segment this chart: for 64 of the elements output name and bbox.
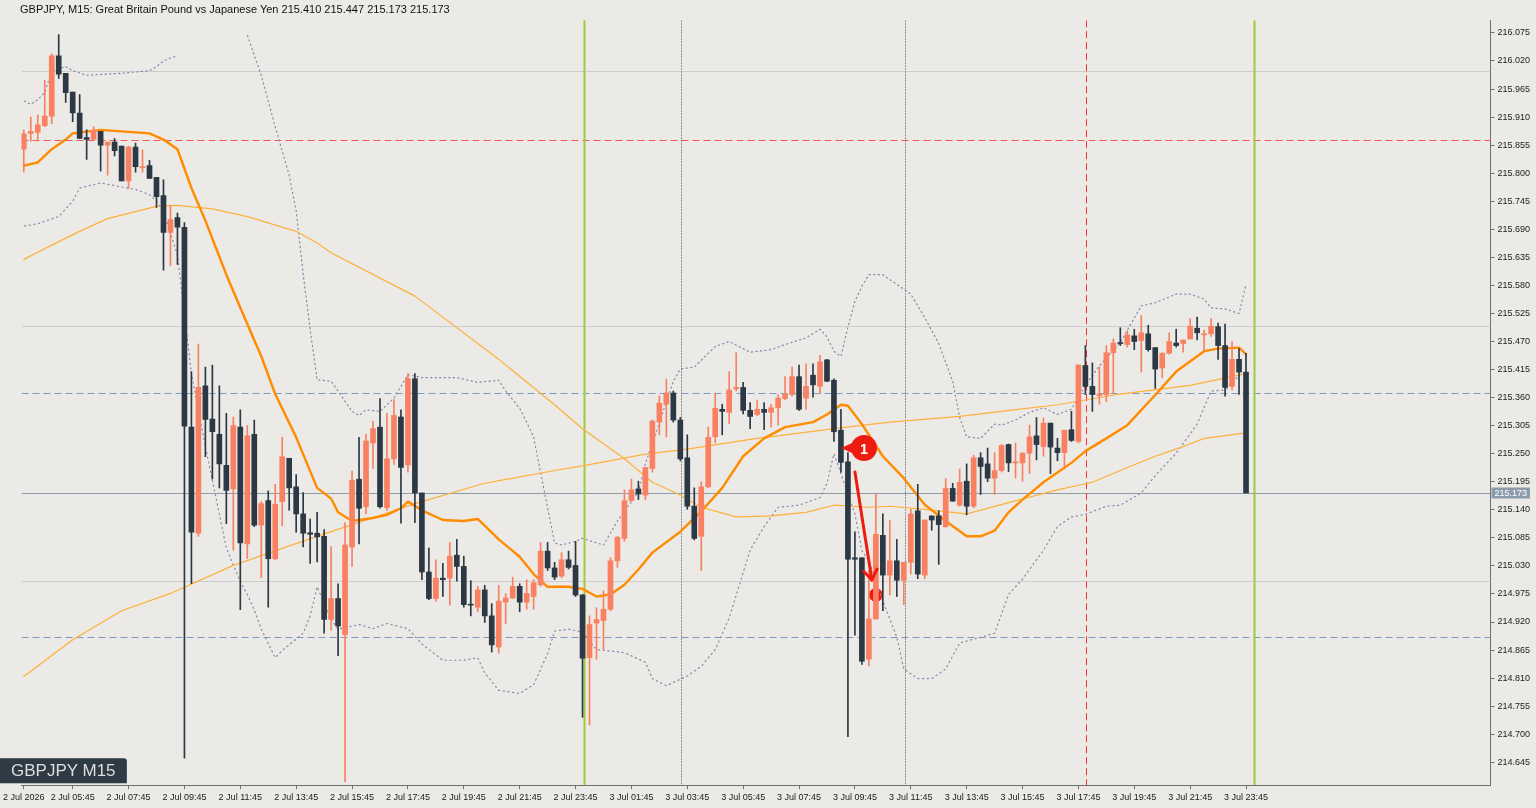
x-tick-label: 3 Jul 17:45 <box>1056 792 1101 803</box>
candlestick <box>1138 315 1145 373</box>
y-tick-label: 215.745 <box>1497 195 1531 206</box>
x-tick-label: 2 Jul 23:45 <box>553 792 598 803</box>
annotation: 1 <box>850 435 877 462</box>
ref-line-label: 215.173 <box>1494 487 1528 498</box>
y-tick-label: 215.085 <box>1497 532 1531 543</box>
x-tick-label: 2 Jul 13:45 <box>274 792 319 803</box>
y-tick-label: 215.580 <box>1497 279 1531 290</box>
y-tick-label: 215.800 <box>1497 167 1531 178</box>
candlestick <box>887 520 893 596</box>
line-series <box>23 182 1240 694</box>
x-tick-label: 2 Jul 19:45 <box>441 792 486 803</box>
x-tick-label: 2 Jul 05:45 <box>50 792 95 803</box>
candlestick <box>733 352 740 392</box>
candlestick <box>1117 327 1124 346</box>
y-tick-label: 216.075 <box>1497 27 1531 38</box>
y-tick-label: 215.525 <box>1497 307 1531 318</box>
x-tick-label: 3 Jul 13:45 <box>944 792 989 803</box>
x-tick-label: 3 Jul 19:45 <box>1112 792 1157 803</box>
x-tick-label: 2 Jul 11:45 <box>218 792 262 803</box>
candlestick <box>719 403 726 436</box>
y-tick-label: 215.470 <box>1497 335 1531 346</box>
y-tick-label: 215.195 <box>1497 476 1531 487</box>
annotation: GBPJPY M15 <box>11 761 116 781</box>
y-tick-label: 215.360 <box>1497 392 1531 403</box>
y-tick-label: 215.415 <box>1497 364 1531 375</box>
x-tick-label: 3 Jul 09:45 <box>832 792 877 803</box>
x-tick-label: 3 Jul 01:45 <box>609 792 654 803</box>
y-tick-label: 214.810 <box>1497 672 1531 683</box>
x-tick-label: 2 Jul 21:45 <box>497 792 542 803</box>
y-tick-label: 214.700 <box>1497 728 1531 739</box>
y-tick-label: 214.645 <box>1497 756 1531 767</box>
y-tick-label: 215.910 <box>1497 111 1531 122</box>
candlestick <box>1194 316 1200 341</box>
y-tick-label: 215.140 <box>1497 504 1531 515</box>
x-tick-label: 2 Jul 09:45 <box>162 792 207 803</box>
chart-title: GBPJPY, M15: Great Britain Pound vs Japanese Yen 215.410 215.447 215.173 215.173 <box>20 2 450 15</box>
y-tick-label: 214.920 <box>1497 616 1531 627</box>
candlestick <box>761 402 767 431</box>
y-tick-label: 215.965 <box>1497 83 1531 94</box>
y-tick-label: 214.975 <box>1497 588 1531 599</box>
y-tick-label: 215.305 <box>1497 420 1531 431</box>
x-tick-label: 3 Jul 23:45 <box>1224 792 1269 803</box>
y-tick-label: 215.855 <box>1497 139 1531 150</box>
x-tick-label: 2 Jul 17:45 <box>385 792 430 803</box>
x-tick-label: 3 Jul 21:45 <box>1168 792 1213 803</box>
candlestick <box>1173 328 1180 348</box>
x-tick-label: 2 Jul 15:45 <box>330 792 375 803</box>
y-tick-label: 215.030 <box>1497 560 1531 571</box>
y-tick-label: 214.755 <box>1497 700 1531 711</box>
x-tick-label: 3 Jul 11:45 <box>889 792 933 803</box>
x-tick-label: 2 Jul 07:45 <box>106 792 151 803</box>
y-tick-label: 215.635 <box>1497 251 1531 262</box>
y-tick-label: 215.250 <box>1497 448 1531 459</box>
x-tick-label: 3 Jul 05:45 <box>721 792 766 803</box>
y-tick-label: 215.690 <box>1497 223 1531 234</box>
y-tick-label: 216.020 <box>1497 55 1531 66</box>
x-tick-label: 3 Jul 07:45 <box>777 792 822 803</box>
candlestick <box>440 563 446 597</box>
y-tick-label: 214.865 <box>1497 644 1531 655</box>
x-tick-label: 3 Jul 15:45 <box>1000 792 1045 803</box>
x-tick-label: 2 Jul 2026 <box>3 792 45 803</box>
x-tick-label: 3 Jul 03:45 <box>665 792 710 803</box>
